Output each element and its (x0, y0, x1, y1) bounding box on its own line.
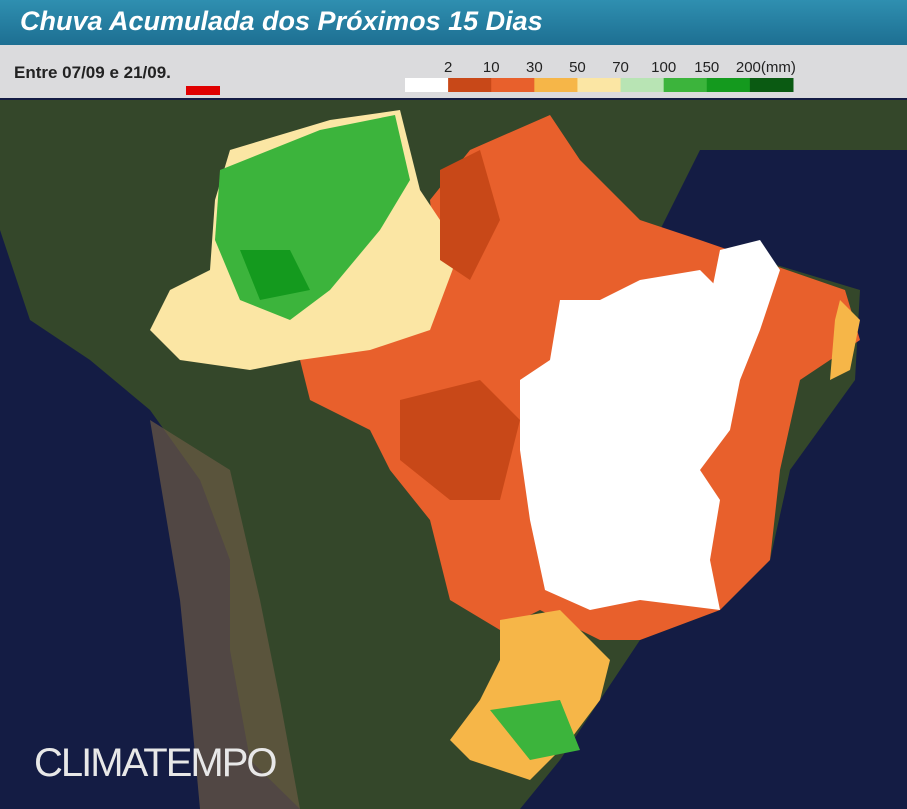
rain-area (490, 700, 580, 760)
date-marker (186, 86, 220, 95)
legend-label: 10 (483, 59, 500, 76)
logo: CLIMATEMPO (34, 741, 276, 785)
legend-label: 30 (526, 59, 543, 76)
legend-swatch (749, 78, 794, 92)
title-bar (0, 0, 907, 45)
legend-label: 200(mm) (736, 59, 796, 76)
andes (150, 420, 300, 809)
rain-area (830, 300, 860, 380)
subtitle: Entre 07/09 e 21/09. (14, 63, 171, 82)
legend-label: 70 (612, 59, 629, 76)
rain-area (520, 270, 760, 610)
title: Chuva Acumulada dos Próximos 15 Dias (20, 6, 543, 36)
legend-swatch (706, 78, 751, 92)
legend-swatch (577, 78, 622, 92)
rain-area (440, 150, 500, 280)
legend-swatch (663, 78, 708, 92)
legend-swatch (534, 78, 578, 92)
legend-swatch (448, 78, 492, 92)
rain-area (240, 250, 310, 300)
legend-label: 150 (694, 59, 719, 76)
legend-swatch (405, 78, 449, 92)
legend-swatch (491, 78, 535, 92)
legend: 2 10 30 50 70 100 150 200(mm) (405, 59, 796, 92)
legend-label: 2 (444, 59, 452, 76)
rain-area (400, 380, 520, 500)
legend-label: 100 (651, 59, 676, 76)
legend-label: 50 (569, 59, 586, 76)
legend-swatch (620, 78, 665, 92)
